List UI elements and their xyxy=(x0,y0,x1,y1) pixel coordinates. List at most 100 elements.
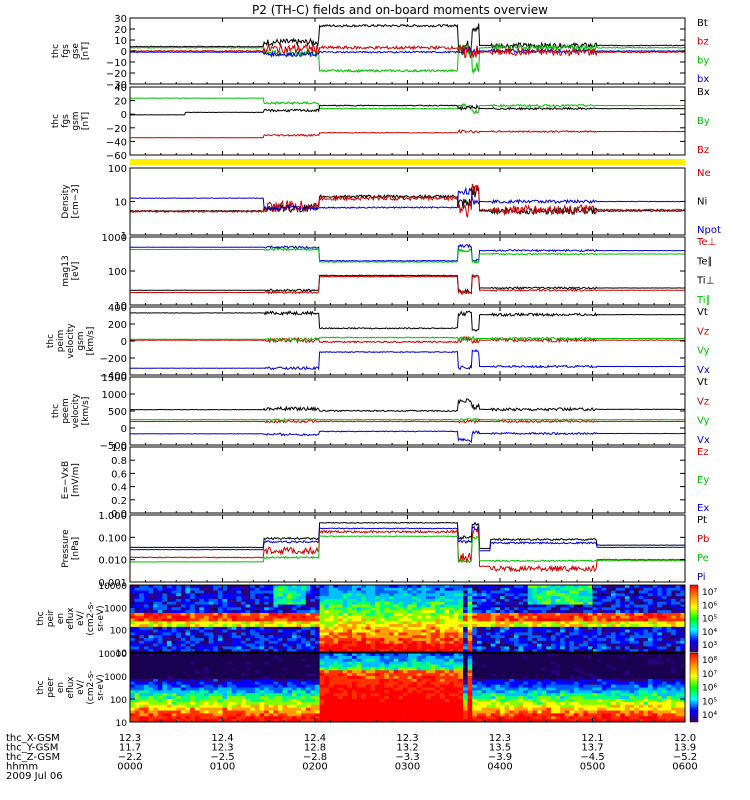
spectrogram-cell xyxy=(643,632,649,636)
spectrogram-cell xyxy=(231,626,237,631)
spectrogram-cell xyxy=(476,601,482,605)
spectrogram-cell xyxy=(652,638,658,642)
spectrogram-cell xyxy=(444,618,450,622)
spectrogram-cell xyxy=(342,601,348,605)
spectrogram-cell xyxy=(560,624,566,628)
spectrogram-cell xyxy=(305,696,311,700)
spectrogram-cell xyxy=(199,618,205,622)
spectrogram-cell xyxy=(273,713,279,717)
spectrogram-cell xyxy=(278,673,284,677)
spectrogram-cell xyxy=(148,658,154,663)
spectrogram-cell xyxy=(180,585,186,589)
spectrogram-cell xyxy=(398,618,404,622)
spectrogram-cell xyxy=(148,696,154,700)
spectrogram-cell xyxy=(634,612,640,617)
spectrogram-cell xyxy=(305,649,311,653)
spectrogram-cell xyxy=(130,585,136,589)
spectrogram-cell xyxy=(130,716,136,720)
y-axis-label-line: thc xyxy=(51,114,61,128)
spectrogram-cell xyxy=(185,653,191,657)
spectrogram-cell xyxy=(615,601,621,605)
spectrogram-cell xyxy=(342,670,348,674)
spectrogram-cell xyxy=(194,716,200,720)
spectrogram-cell xyxy=(648,612,654,617)
spectrogram-cell xyxy=(250,618,256,622)
spectrogram-cell xyxy=(236,640,242,645)
spectrogram-cell xyxy=(527,624,533,628)
spectrogram-cell xyxy=(208,598,214,603)
spectrogram-cell xyxy=(370,707,376,711)
spectrogram-cell xyxy=(157,632,163,636)
spectrogram-cell xyxy=(305,664,311,668)
spectrogram-cell xyxy=(217,587,223,591)
spectrogram-cell xyxy=(180,699,186,703)
spectrogram-cell xyxy=(171,716,177,720)
spectrogram-cell xyxy=(185,670,191,674)
spectrogram-cell xyxy=(629,596,635,600)
spectrogram-cell xyxy=(310,596,316,600)
spectrogram-cell xyxy=(204,598,210,603)
spectrogram-cell xyxy=(592,618,598,622)
spectrogram-cell xyxy=(352,635,358,639)
spectrogram-cell xyxy=(130,701,136,706)
spectrogram-cell xyxy=(481,621,487,625)
spectrogram-cell xyxy=(217,598,223,603)
spectrogram-cell xyxy=(273,673,279,677)
spectrogram-cell xyxy=(379,704,385,709)
spectrogram-cell xyxy=(287,604,293,608)
spectrogram-cell xyxy=(185,676,191,680)
spectrogram-cell xyxy=(597,601,603,605)
spectrogram-cell xyxy=(231,693,237,697)
spectrogram-cell xyxy=(199,670,205,674)
spectrogram-cell xyxy=(241,690,247,694)
spectrogram-cell xyxy=(486,638,492,642)
spectrogram-cell xyxy=(162,681,168,686)
spectrogram-cell xyxy=(352,585,358,589)
spectrogram-cell xyxy=(310,604,316,608)
spectrogram-cell xyxy=(296,687,302,691)
spectrogram-cell xyxy=(143,687,149,691)
spectrogram-cell xyxy=(310,590,316,594)
spectrogram-cell xyxy=(259,676,265,680)
spectrogram-cell xyxy=(162,601,168,605)
spectrogram-cell xyxy=(134,635,140,639)
spectrogram-cell xyxy=(467,621,473,625)
spectrogram-cell xyxy=(490,643,496,647)
spectrogram-cell xyxy=(402,640,408,645)
spectrogram-cell xyxy=(291,664,297,668)
spectrogram-cell xyxy=(264,610,270,614)
spectrogram-cell xyxy=(398,707,404,711)
spectrogram-cell xyxy=(259,690,265,694)
spectrogram-cell xyxy=(412,658,418,663)
spectrogram-cell xyxy=(476,598,482,603)
spectrogram-cell xyxy=(389,638,395,642)
spectrogram-cell xyxy=(393,607,399,611)
spectrogram-cell xyxy=(550,646,556,650)
spectrogram-cell xyxy=(148,624,154,628)
spectrogram-cell xyxy=(241,653,247,657)
spectrogram-cell xyxy=(134,687,140,691)
spectrogram-cell xyxy=(194,678,200,683)
spectrogram-cell xyxy=(532,618,538,622)
spectrogram-cell xyxy=(291,596,297,600)
spectrogram-cell xyxy=(245,713,251,717)
spectrogram-cell xyxy=(268,713,274,717)
spectrogram-cell xyxy=(143,678,149,683)
spectrogram-cell xyxy=(130,610,136,614)
spectrogram-cell xyxy=(550,598,556,603)
spectrogram-cell xyxy=(365,598,371,603)
spectrogram-cell xyxy=(194,643,200,647)
spectrogram-cell xyxy=(412,593,418,597)
spectrogram-cell xyxy=(481,612,487,617)
spectrogram-cell xyxy=(185,624,191,628)
spectrogram-cell xyxy=(264,707,270,711)
spectrogram-cell xyxy=(509,629,515,633)
spectrogram-cell xyxy=(278,610,284,614)
spectrogram-cell xyxy=(333,601,339,605)
spectrogram-cell xyxy=(143,587,149,591)
spectrogram-cell xyxy=(365,704,371,709)
spectrogram-cell xyxy=(167,629,173,633)
spectrogram-cell xyxy=(680,596,686,600)
spectrogram-cell xyxy=(569,590,575,594)
spectrogram-cell xyxy=(250,701,256,706)
